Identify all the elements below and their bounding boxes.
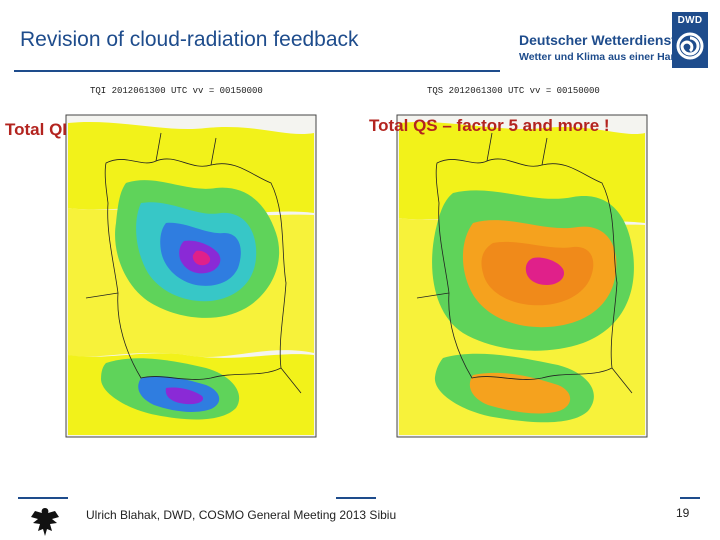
title-divider xyxy=(14,70,500,72)
logo-badge-text: DWD xyxy=(677,15,703,26)
footer-divider-mid xyxy=(336,497,376,499)
map-qs xyxy=(396,114,648,438)
footer-divider-left xyxy=(18,497,68,499)
map-borders-qi xyxy=(85,132,302,394)
map-qi xyxy=(65,114,317,438)
page-number: 19 xyxy=(676,506,690,520)
dwd-logo: DWD xyxy=(672,12,708,68)
panel-header-qi: TQI 2012061300 UTC vv = 00150000 xyxy=(90,86,263,96)
logo-name: Deutscher Wetterdienst xyxy=(519,32,676,48)
federal-eagle-icon xyxy=(31,508,59,536)
map-panel-qs xyxy=(383,93,661,443)
label-total-qi: Total QI xyxy=(5,120,68,139)
label-total-qs: Total QS – factor 5 and more ! xyxy=(369,116,610,135)
slide-title: Revision of cloud-radiation feedback xyxy=(20,28,359,51)
panel-header-qs: TQS 2012061300 UTC vv = 00150000 xyxy=(427,86,600,96)
cloud-field-qi xyxy=(68,121,314,435)
footer-divider-right xyxy=(680,497,700,499)
spiral-icon xyxy=(676,32,704,60)
map-panel-qi xyxy=(46,93,324,443)
logo-slogan: Wetter und Klima aus einer Hand xyxy=(519,51,684,63)
map-borders-qs xyxy=(416,132,633,394)
footer-credit: Ulrich Blahak, DWD, COSMO General Meetin… xyxy=(86,508,397,522)
cloud-field-qs xyxy=(399,121,645,435)
dwd-wordmark: Deutscher Wetterdienst Wetter und Klima … xyxy=(519,32,684,63)
